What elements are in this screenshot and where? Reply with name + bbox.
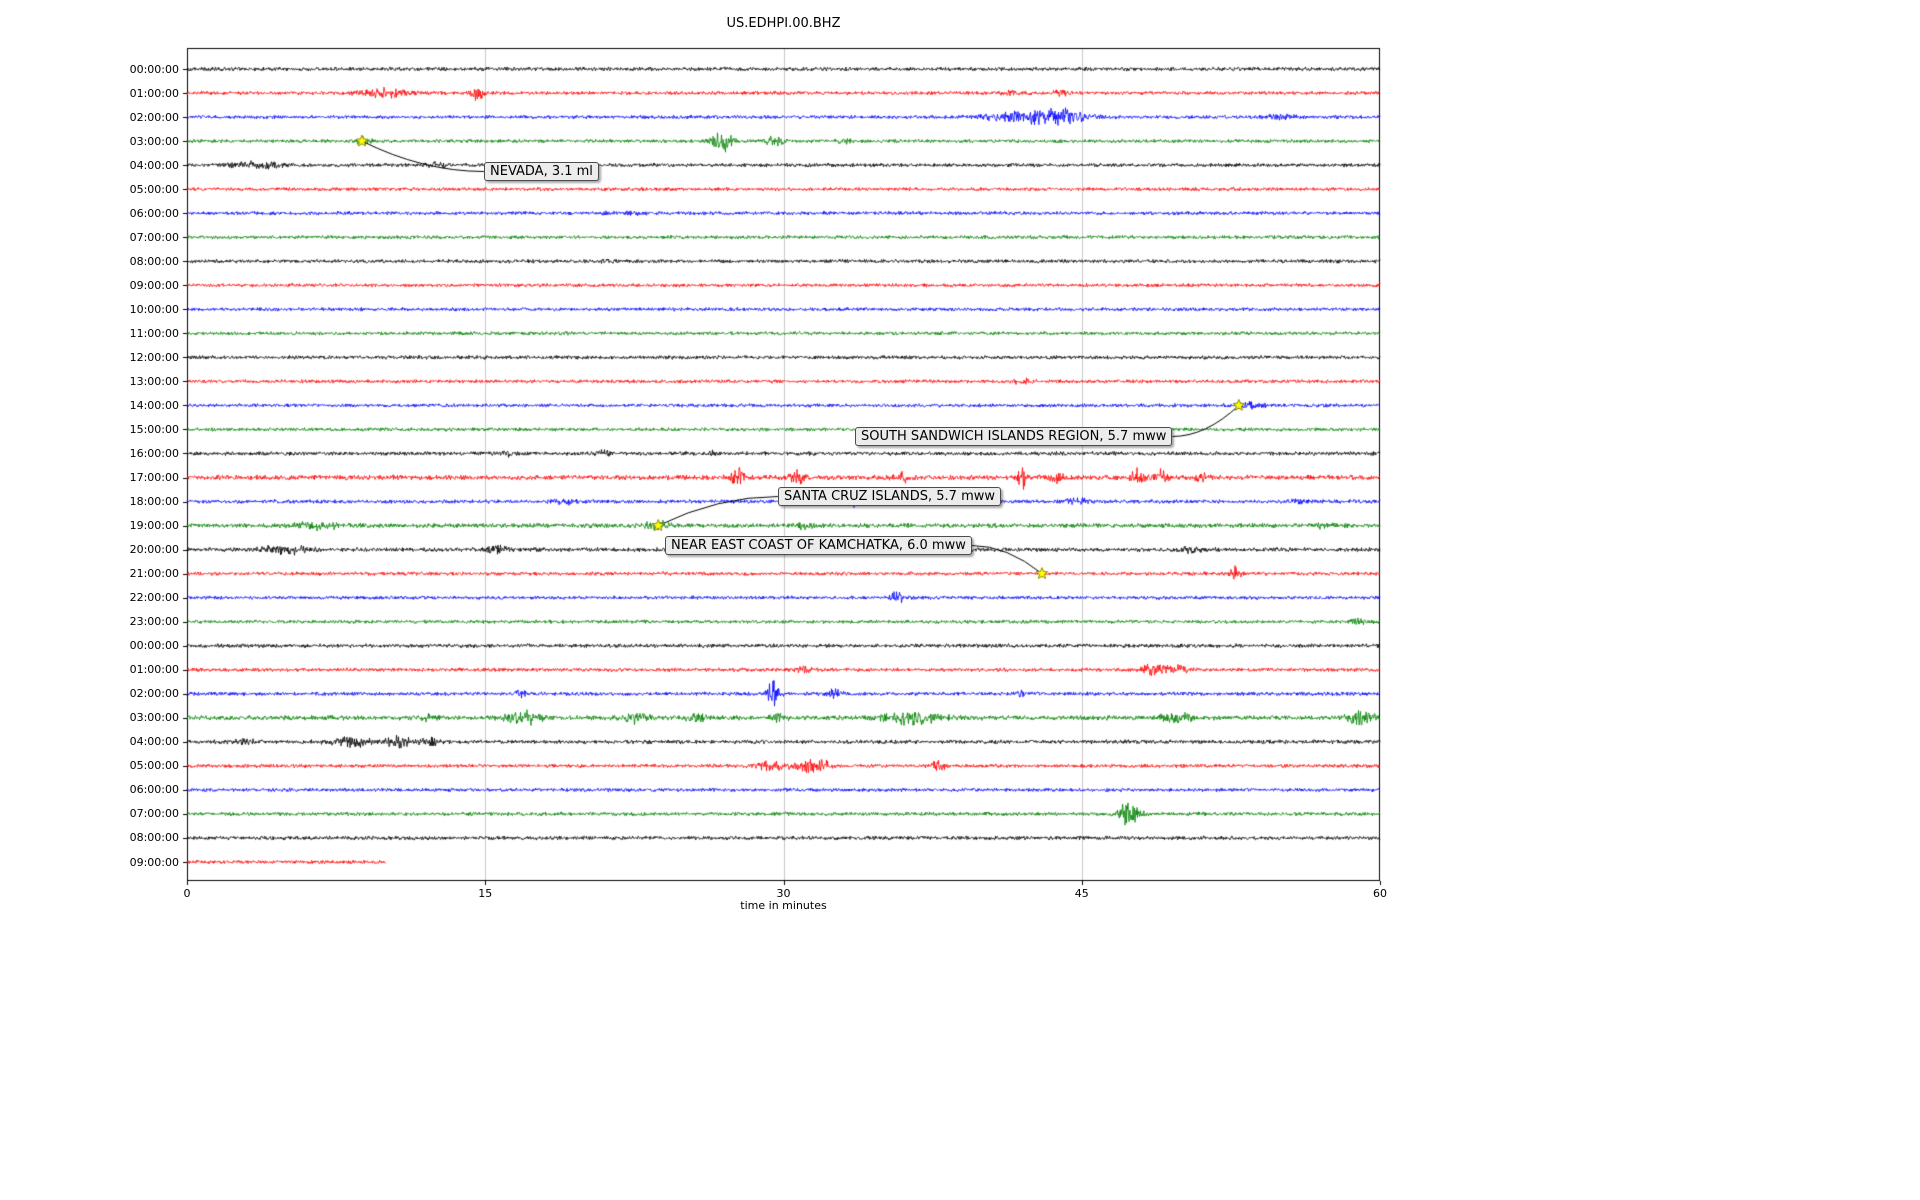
y-tick-label: 02:00:00 [129,110,179,124]
y-tick-label: 03:00:00 [129,711,179,725]
y-tick-label: 12:00:00 [129,350,179,364]
x-tick-label: 45 [1074,887,1089,900]
y-tick-label: 04:00:00 [129,735,179,749]
y-tick-label: 13:00:00 [129,374,179,388]
y-tick-label: 05:00:00 [129,182,179,196]
plot-title: US.EDHPI.00.BHZ [726,16,841,31]
x-axis-title: time in minutes [740,899,827,912]
y-tick-label: 06:00:00 [129,206,179,220]
x-tick-label: 30 [776,887,791,900]
y-tick-label: 07:00:00 [129,230,179,244]
event-annotation-nevada: NEVADA, 3.1 ml [484,162,599,181]
y-tick-label: 08:00:00 [129,254,179,268]
y-tick-label: 17:00:00 [129,471,179,484]
y-tick-label: 00:00:00 [129,62,179,76]
event-annotation-santa-cruz: SANTA CRUZ ISLANDS, 5.7 mww [778,487,1002,506]
y-tick-label: 23:00:00 [129,615,179,629]
y-tick-label: 10:00:00 [129,302,179,316]
y-tick-label: 01:00:00 [129,86,179,100]
y-tick-label: 09:00:00 [129,278,179,292]
y-tick-label: 02:00:00 [129,687,179,701]
y-tick-label: 06:00:00 [129,783,179,797]
y-tick-label: 22:00:00 [129,591,179,605]
y-tick-label: 19:00:00 [129,519,179,533]
y-tick-label: 09:00:00 [129,855,179,869]
y-tick-label: 00:00:00 [129,639,179,653]
x-tick-label: 15 [478,887,493,900]
y-tick-label: 11:00:00 [129,326,179,340]
y-tick-label: 05:00:00 [129,759,179,773]
y-tick-label: 16:00:00 [129,446,179,460]
y-tick-label: 04:00:00 [129,158,179,172]
event-annotation-south-sandwich: SOUTH SANDWICH ISLANDS REGION, 5.7 mww [855,427,1173,446]
y-tick-label: 20:00:00 [129,543,179,557]
y-tick-label: 01:00:00 [129,663,179,677]
y-tick-label: 18:00:00 [129,495,179,509]
y-tick-label: 21:00:00 [129,567,179,581]
y-tick-label: 14:00:00 [129,398,179,412]
y-tick-label: 03:00:00 [129,134,179,148]
x-tick-label: 60 [1373,887,1387,900]
y-tick-label: 15:00:00 [129,422,179,436]
y-tick-label: 07:00:00 [129,807,179,821]
event-annotation-kamchatka: NEAR EAST COAST OF KAMCHATKA, 6.0 mww [665,536,972,555]
y-tick-label: 08:00:00 [129,831,179,845]
x-tick-label: 0 [183,887,191,900]
